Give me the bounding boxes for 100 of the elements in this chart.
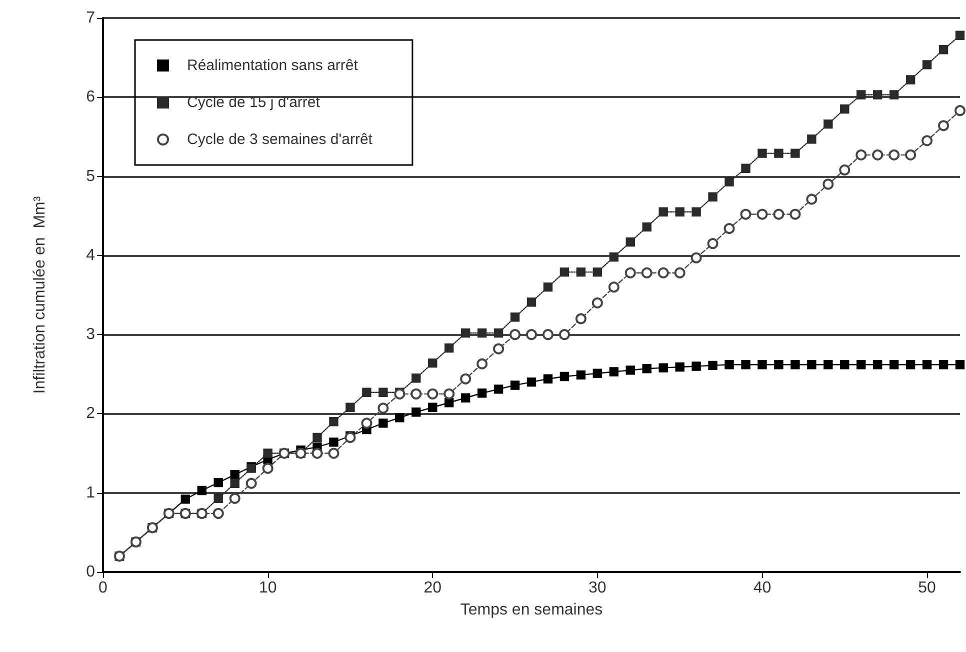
point (807, 360, 816, 370)
point (724, 360, 734, 370)
x-tick-label: 0 (98, 580, 108, 596)
point (856, 149, 867, 160)
point (428, 402, 438, 412)
point (955, 360, 965, 370)
point (328, 448, 340, 459)
point (180, 494, 190, 504)
point (460, 393, 470, 402)
point (543, 282, 553, 292)
point (428, 358, 438, 368)
y-tick-label: 0 (86, 564, 96, 580)
point (872, 90, 882, 100)
point (658, 363, 668, 372)
point (229, 492, 240, 504)
point (906, 75, 916, 84)
point (758, 148, 767, 158)
point (608, 282, 620, 293)
point (856, 90, 866, 100)
y-tick-label: 2 (86, 405, 96, 422)
point (856, 360, 866, 370)
point (708, 360, 718, 370)
point (955, 30, 965, 40)
point (558, 329, 570, 340)
x-tick-label: 20 (424, 580, 442, 596)
point (938, 120, 950, 132)
point (642, 222, 652, 232)
point (395, 413, 404, 422)
point (658, 267, 669, 278)
point (592, 267, 602, 277)
point (312, 448, 323, 459)
point (822, 178, 834, 190)
point (905, 149, 916, 160)
point (872, 360, 882, 370)
x-tick-label: 30 (588, 580, 606, 596)
legend-label: Cycle de 3 semaines d'arrêt (187, 131, 374, 148)
x-tick-label: 40 (753, 580, 772, 596)
y-tick-label: 7 (86, 10, 96, 26)
point (212, 508, 224, 519)
point (510, 312, 520, 322)
x-tick-label: 10 (258, 580, 277, 596)
point (658, 207, 668, 216)
point (741, 360, 750, 370)
point (329, 438, 338, 447)
point (460, 373, 472, 384)
y-axis-title: Infiltration cumulée en Mm³ (32, 196, 48, 394)
point (724, 223, 735, 234)
point (938, 360, 948, 370)
point (246, 478, 257, 489)
point (346, 402, 355, 412)
point (840, 360, 850, 370)
point (624, 267, 636, 278)
point (790, 360, 800, 370)
point (410, 388, 422, 400)
point (592, 297, 603, 308)
point (214, 478, 223, 488)
point (824, 119, 833, 129)
point (344, 432, 356, 443)
point (460, 328, 470, 338)
point (888, 149, 900, 160)
point (214, 494, 223, 503)
point (378, 388, 388, 397)
y-tick-label: 6 (86, 88, 96, 106)
point (642, 364, 652, 374)
point (740, 208, 752, 220)
point (922, 60, 932, 70)
point (510, 329, 521, 340)
point (675, 362, 684, 372)
point (922, 135, 933, 146)
y-tick-label: 1 (86, 484, 96, 502)
point (806, 194, 818, 205)
point (494, 328, 504, 338)
point (477, 328, 487, 338)
point (312, 432, 322, 442)
point (938, 45, 948, 54)
point (510, 380, 520, 390)
point (756, 208, 768, 220)
point (824, 360, 833, 370)
point (906, 360, 916, 370)
point (477, 388, 487, 398)
point (230, 470, 240, 480)
point (378, 402, 389, 414)
point (494, 384, 504, 394)
point (626, 366, 635, 375)
point (922, 360, 932, 370)
point (230, 478, 240, 488)
point (444, 388, 455, 400)
point (807, 134, 816, 144)
point (576, 267, 586, 277)
point (361, 418, 372, 429)
point (378, 418, 388, 428)
point (889, 90, 899, 100)
point (526, 377, 536, 387)
point (576, 370, 586, 380)
point (427, 388, 438, 400)
point (889, 360, 899, 370)
point (690, 252, 702, 264)
point (592, 368, 602, 378)
point (773, 208, 784, 220)
y-tick-label: 4 (86, 246, 96, 264)
